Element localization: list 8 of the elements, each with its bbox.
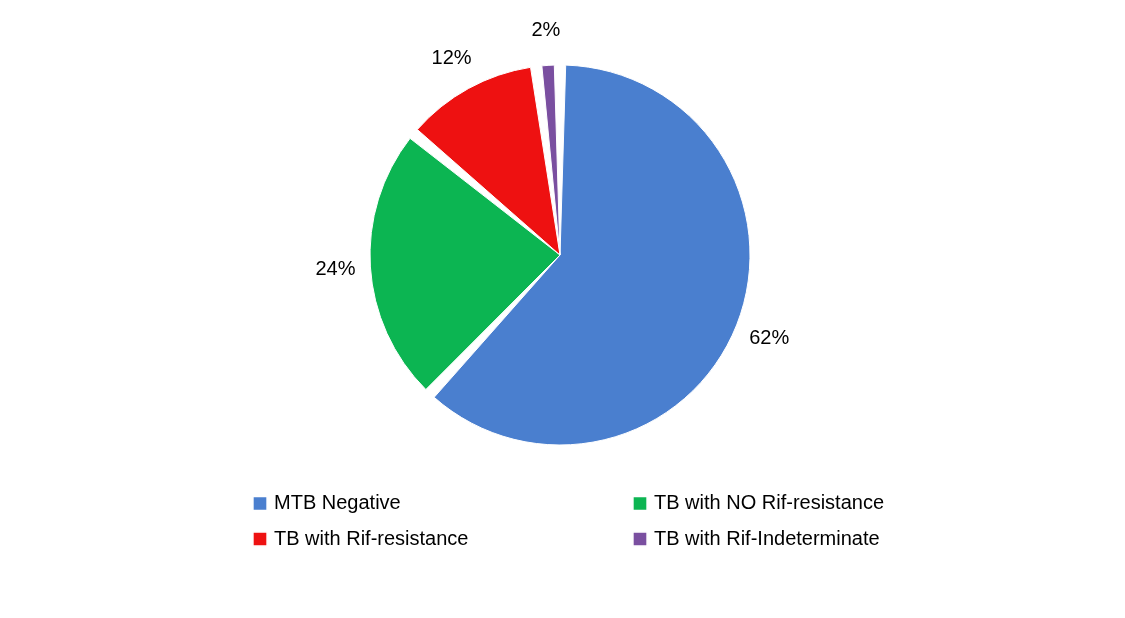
data-label: 62%	[749, 325, 790, 348]
legend-label: TB with Rif-Indeterminate	[654, 527, 880, 549]
legend-label: TB with NO Rif-resistance	[654, 491, 885, 514]
data-label: 2%	[531, 18, 561, 41]
legend-label: MTB Negative	[274, 491, 401, 514]
data-label: 24%	[315, 257, 356, 280]
legend-label: TB with Rif-resistance	[274, 527, 469, 549]
data-label: 12%	[431, 45, 472, 68]
